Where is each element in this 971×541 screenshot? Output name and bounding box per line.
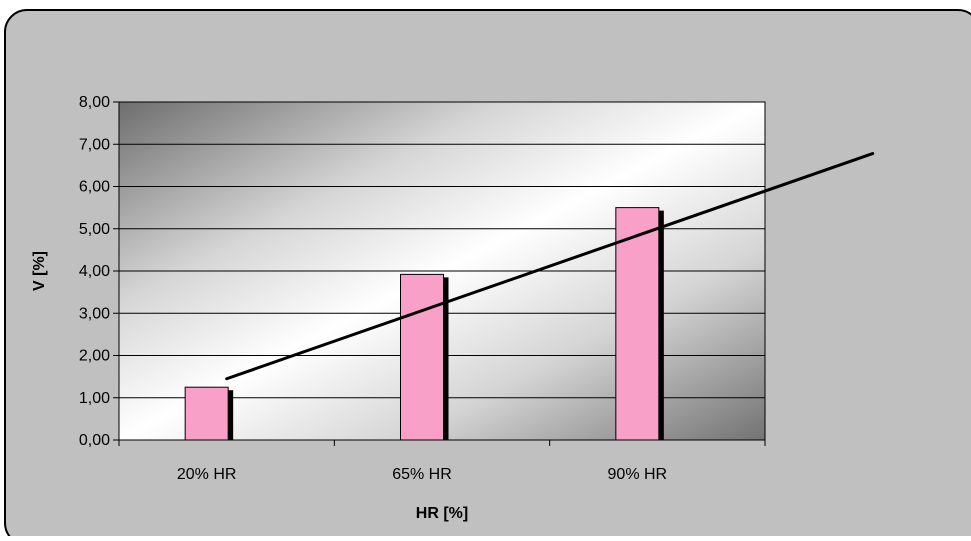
y-tick-label: 7,00	[79, 136, 110, 153]
y-tick-label: 1,00	[79, 390, 110, 407]
y-tick-label: 2,00	[79, 348, 110, 365]
y-tick-label: 6,00	[79, 179, 110, 196]
x-tick-label: 20% HR	[177, 466, 237, 483]
bar	[184, 386, 229, 441]
axes	[113, 101, 766, 446]
y-tick-label: 4,00	[79, 263, 110, 280]
y-axis-title: V [%]	[31, 251, 48, 291]
y-tick-label: 8,00	[79, 94, 110, 111]
x-tick-label: 90% HR	[608, 466, 668, 483]
x-tick-labels: 20% HR 65% HR 90% HR	[177, 466, 667, 483]
y-tick-label: 0,00	[79, 432, 110, 449]
bar	[400, 273, 444, 441]
bars	[184, 207, 664, 441]
trendline-layer	[225, 152, 875, 381]
y-tick-labels: 0,00 1,00 2,00 3,00 4,00 5,00 6,00 7,00 8,00	[79, 94, 110, 449]
y-tick-label: 3,00	[79, 305, 110, 322]
trendline	[225, 152, 875, 381]
x-axis-title: HR [%]	[416, 505, 468, 522]
x-tick-label: 65% HR	[392, 466, 452, 483]
bar	[615, 207, 660, 441]
y-tick-label: 5,00	[79, 221, 110, 238]
